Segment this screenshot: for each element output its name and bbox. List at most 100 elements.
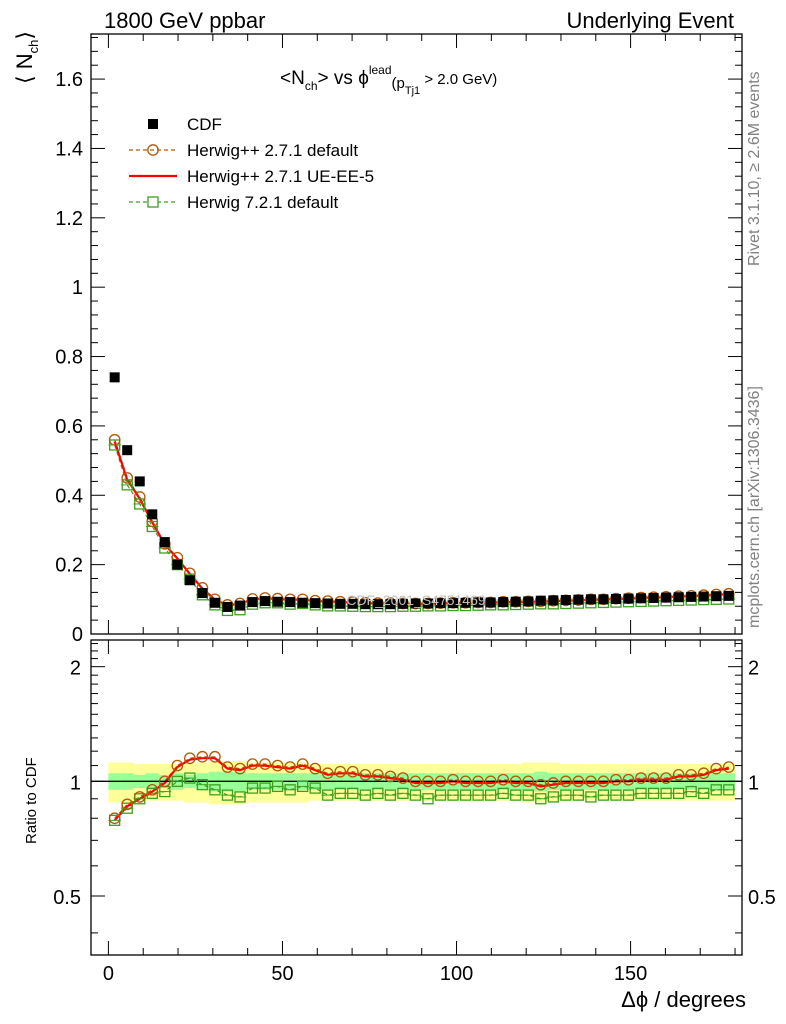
- marker-cdf: [698, 591, 709, 602]
- ratio-marker-herwig7-default: [271, 780, 284, 793]
- ratio-marker-herwig7-default: [622, 789, 635, 801]
- main-y-tick-label: 1.2: [55, 208, 83, 230]
- marker-herwig7-default: [146, 520, 158, 533]
- ratio-marker-herwigpp-default: [296, 758, 309, 770]
- ratio-marker-herwigpp-default: [158, 775, 171, 788]
- right-title: Underlying Event: [566, 8, 734, 33]
- marker-herwigpp-default: [509, 595, 522, 608]
- ratio-marker-herwig7-default: [585, 791, 597, 803]
- ratio-marker-herwig7-default: [572, 789, 585, 801]
- ratio-marker-herwigpp-default: [610, 773, 622, 786]
- marker-cdf: [172, 559, 183, 570]
- marker-cdf: [460, 597, 471, 608]
- title-phi: ϕ: [358, 68, 369, 89]
- ratio-marker-herwigpp-default: [685, 768, 698, 781]
- x-axis-label: Δϕ / degrees: [621, 987, 746, 1012]
- marker-cdf: [385, 599, 396, 610]
- marker-cdf: [711, 591, 722, 602]
- ratio-marker-herwigpp-default: [384, 770, 397, 783]
- ratio-marker-herwig7-default: [297, 780, 309, 793]
- marker-cdf: [297, 597, 308, 608]
- marker-herwig7-default: [121, 479, 133, 491]
- xlabel-dphi: Δϕ: [621, 987, 648, 1012]
- ratio-marker-herwigpp-default: [321, 767, 334, 780]
- ratio-marker-herwig7-default: [597, 789, 610, 801]
- ratio-marker-herwig7-default: [384, 789, 397, 801]
- ratio-marker-herwigpp-default: [585, 775, 597, 788]
- marker-cdf: [585, 594, 596, 605]
- marker-herwigpp-default: [585, 593, 597, 606]
- left-title: 1800 GeV ppbar: [104, 8, 266, 33]
- ratio-marker-herwigpp-default: [221, 761, 234, 773]
- ratio-marker-herwig7-default: [472, 789, 484, 801]
- ratio-marker-herwigpp-default: [108, 812, 121, 825]
- xlabel-unit: / degrees: [648, 987, 746, 1012]
- line-herwigpp-ueee5: [113, 441, 729, 607]
- ratio-marker-herwigpp-default: [271, 759, 284, 772]
- marker-cdf: [134, 476, 145, 487]
- ratio-marker-herwig7-default: [422, 793, 434, 805]
- ratio-marker-herwigpp-default: [409, 775, 422, 788]
- ratio-y-tick-label: 2: [70, 658, 81, 680]
- marker-cdf: [661, 592, 672, 603]
- ratio-marker-herwigpp-default: [559, 775, 572, 788]
- ratio-marker-herwigpp-default: [647, 772, 660, 784]
- ratio-marker-herwig7-default: [121, 802, 133, 814]
- marker-cdf: [448, 598, 459, 609]
- marker-cdf: [498, 597, 509, 608]
- ratio-marker-herwig7-default: [359, 789, 371, 801]
- ratio-marker-herwigpp-default: [133, 791, 146, 803]
- ratio-marker-herwig7-default: [146, 787, 158, 799]
- ratio-marker-herwigpp-default: [184, 752, 196, 765]
- marker-cdf: [260, 596, 271, 607]
- title-vs: > vs: [318, 68, 359, 89]
- ratio-marker-herwigpp-default: [672, 768, 685, 781]
- marker-cdf: [222, 601, 233, 612]
- marker-cdf: [535, 595, 546, 606]
- ratio-marker-herwigpp-default: [710, 762, 723, 775]
- svg-text:⟨ Nch⟩: ⟨ Nch⟩: [12, 31, 41, 84]
- ratio-marker-herwigpp-default: [522, 775, 535, 788]
- ratio-marker-herwig7-default: [535, 793, 547, 805]
- marker-herwigpp-default: [459, 596, 472, 609]
- legend-marker-herwigpp-default: [147, 144, 159, 156]
- ratio-marker-herwigpp-default: [422, 775, 434, 788]
- ratio-marker-herwig7-default: [259, 782, 271, 794]
- marker-herwigpp-default: [121, 472, 134, 484]
- ratio-marker-herwigpp-default: [484, 775, 497, 788]
- ratio-marker-herwigpp-default: [121, 798, 134, 811]
- marker-cdf: [372, 599, 383, 610]
- x-tick-label: 0: [103, 963, 114, 985]
- main-y-tick-label: 0.2: [55, 555, 83, 577]
- ratio-marker-herwigpp-default: [246, 758, 259, 770]
- marker-cdf: [560, 595, 571, 606]
- ratio-plot-frame: [90, 639, 743, 956]
- ratio-marker-herwigpp-default: [284, 761, 296, 773]
- marker-cdf: [473, 597, 484, 608]
- main-plot-frame: [90, 33, 743, 635]
- ratio-marker-herwig7-default: [497, 787, 509, 799]
- marker-cdf: [673, 592, 684, 603]
- ratio-marker-herwig7-default: [647, 787, 660, 799]
- ratio-marker-herwigpp-default: [234, 762, 246, 775]
- marker-cdf: [197, 588, 208, 599]
- ratio-marker-herwigpp-default: [697, 767, 710, 780]
- ratio-marker-herwig7-default: [447, 789, 459, 801]
- ratio-marker-herwig7-default: [284, 784, 296, 796]
- marker-cdf: [360, 599, 371, 610]
- ratio-marker-herwig7-default: [209, 784, 221, 796]
- ratio-y-tick-label: 1: [70, 772, 81, 794]
- legend-label: Herwig++ 2.7.1 default: [187, 141, 358, 160]
- ratio-marker-herwig7-default: [372, 787, 384, 799]
- marker-herwigpp-default: [522, 595, 535, 608]
- ratio-marker-herwigpp-default: [472, 775, 484, 788]
- ratio-marker-herwigpp-default: [722, 761, 735, 773]
- main-y-tick-label: 0.6: [55, 416, 83, 438]
- ratio-marker-herwig7-default: [547, 791, 559, 803]
- marker-cdf: [410, 598, 421, 609]
- marker-cdf: [122, 445, 133, 456]
- ratio-marker-herwig7-default: [309, 782, 321, 794]
- ratio-y-tick-label: 0.5: [53, 887, 81, 909]
- marker-herwig7-default: [134, 498, 146, 510]
- marker-cdf: [335, 598, 346, 609]
